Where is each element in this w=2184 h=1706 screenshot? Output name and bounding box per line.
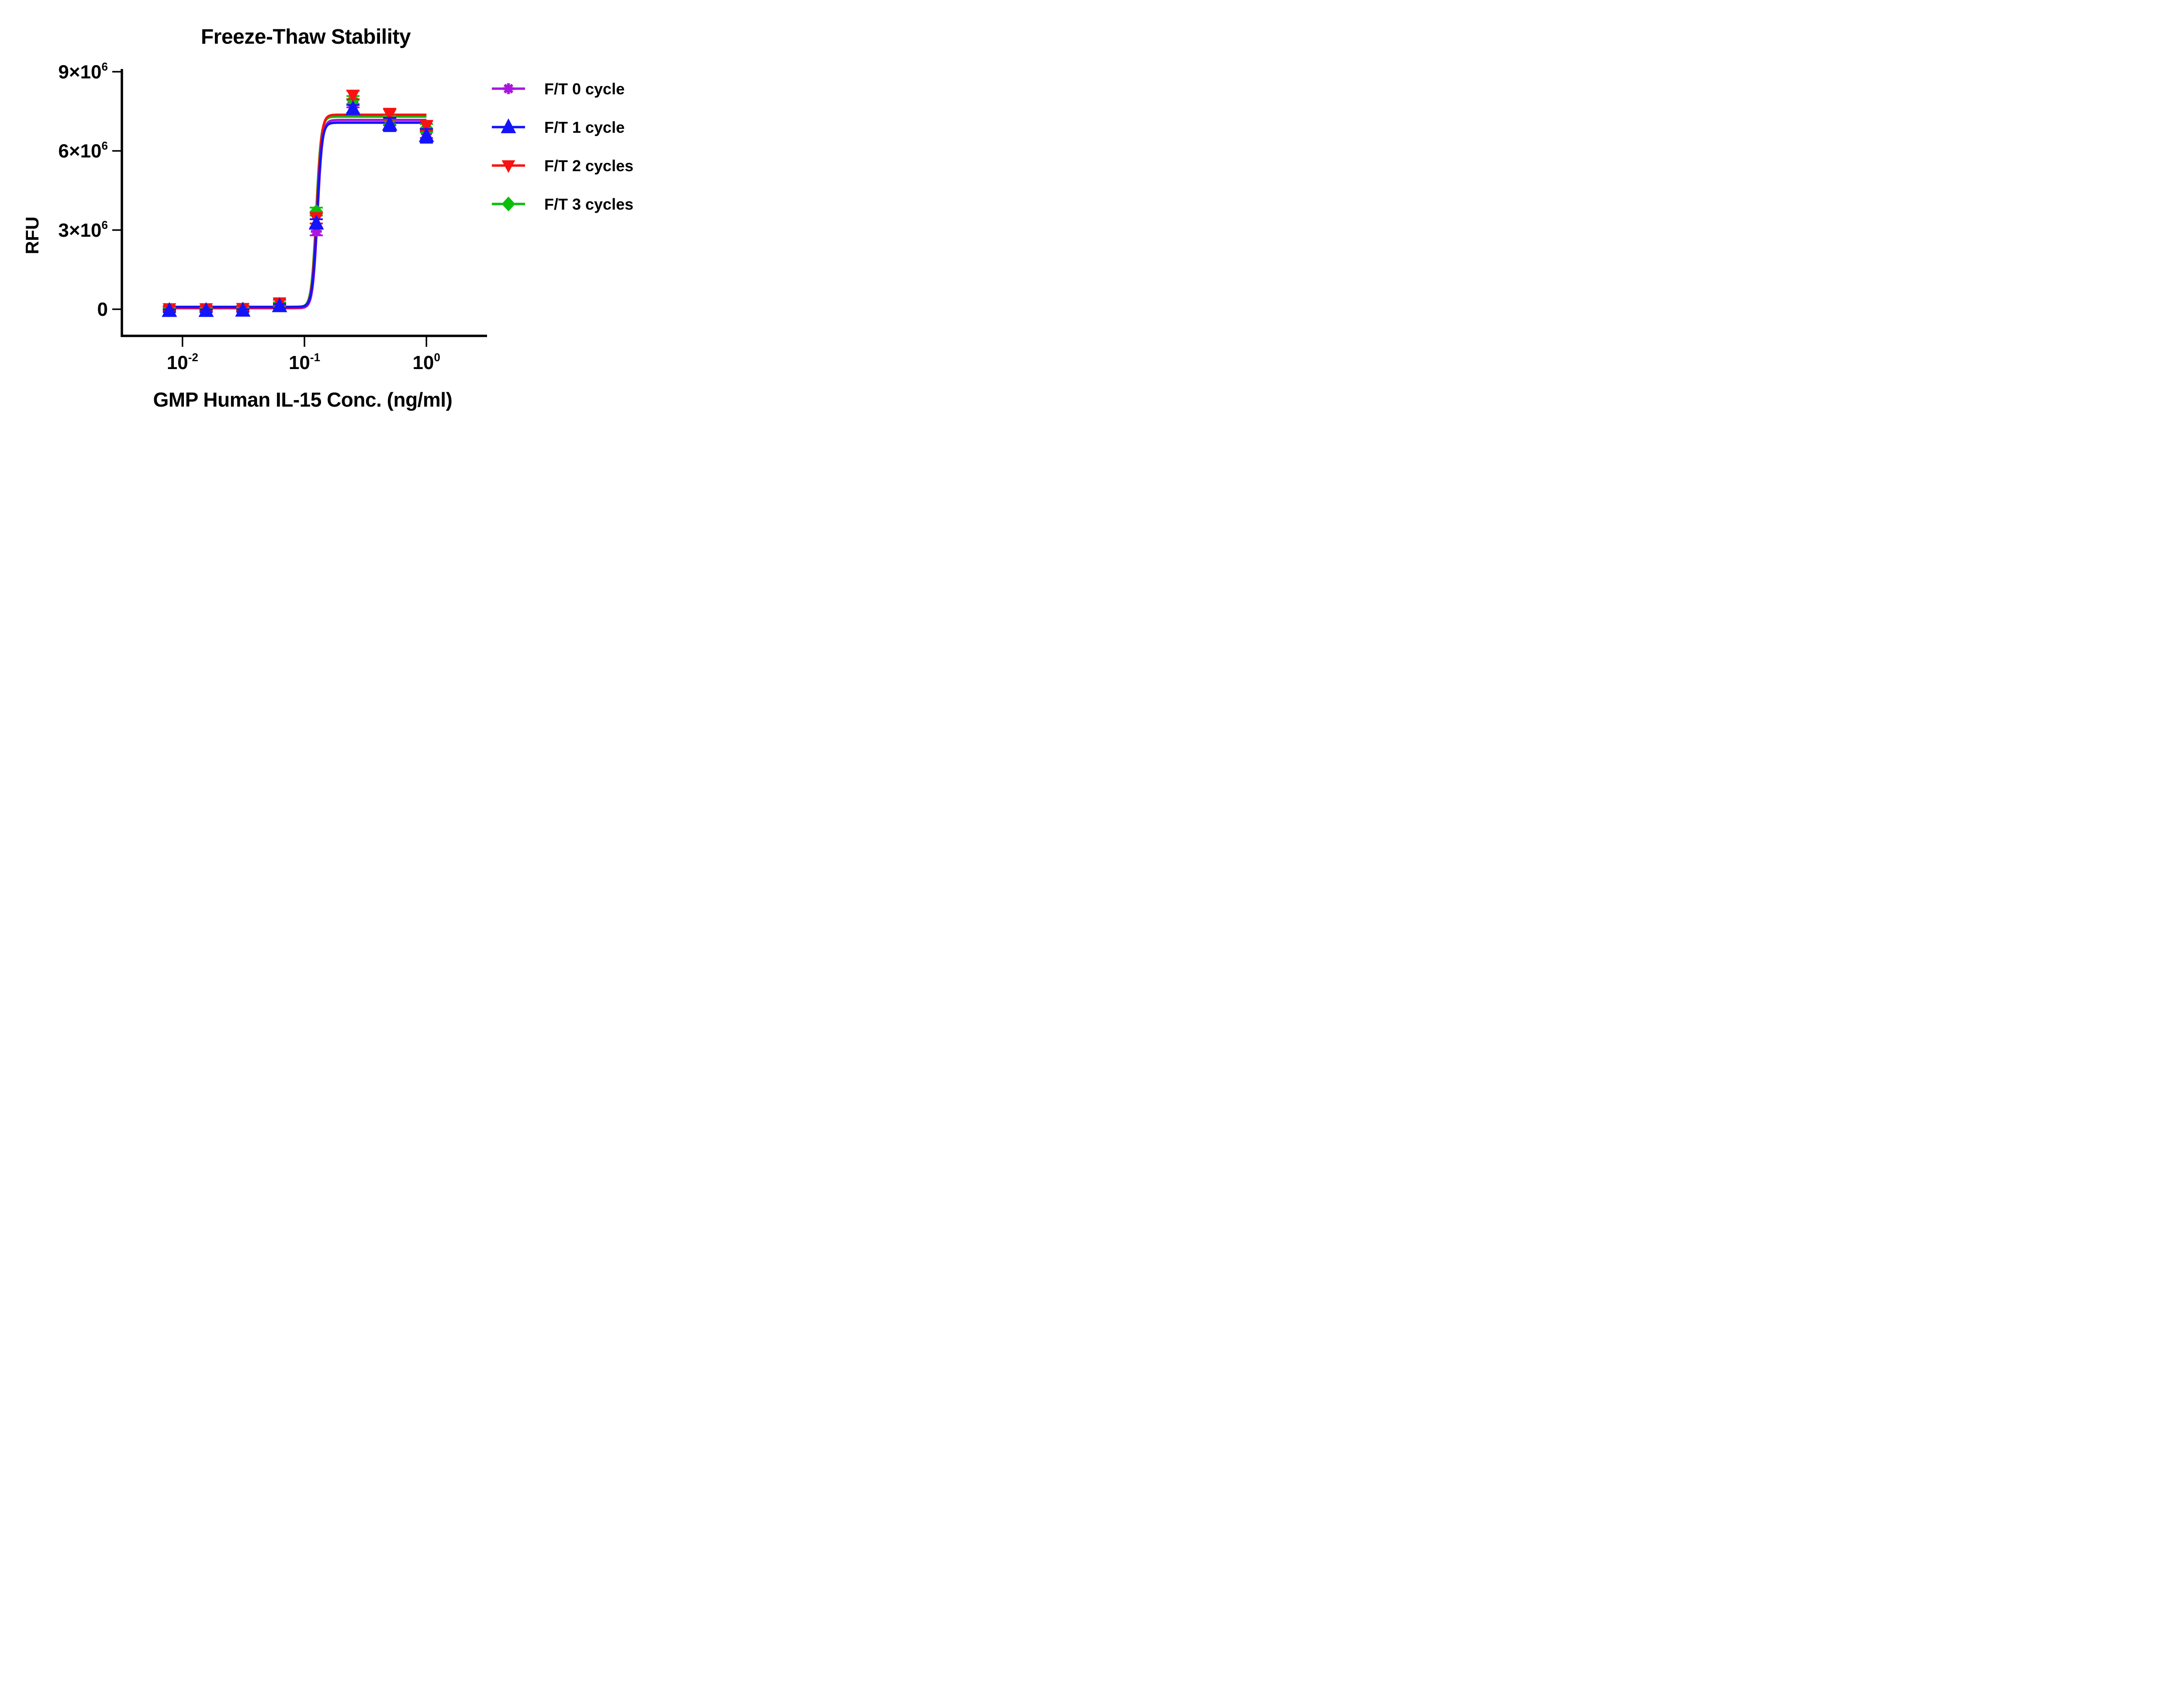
f-t-1-cycle-marker <box>345 100 361 115</box>
f-t-1-cycle-series <box>162 100 434 317</box>
x-tick-label-2: 100 <box>413 351 440 373</box>
legend-marker-triangle-down <box>501 160 515 173</box>
legend-item-f-t-1-cycle: F/T 1 cycle <box>492 118 625 136</box>
triangle-up-icon <box>345 100 361 115</box>
triangle-up-icon <box>308 214 324 230</box>
chart-canvas: 0 3×106 6×106 9×106 10-2 10-1 100 Freeze-Thaw S… <box>0 0 651 426</box>
legend-label: F/T 2 cycles <box>544 157 633 175</box>
triangle-up-icon <box>272 297 287 312</box>
x-tick-label-1: 10-1 <box>289 351 320 373</box>
f-t-1-cycle-marker <box>382 116 397 131</box>
triangle-down-icon <box>419 121 433 134</box>
triangle-up-icon <box>382 116 397 131</box>
triangle-down-icon <box>501 160 515 173</box>
f-t-2-cycles-marker <box>383 109 397 122</box>
legend-marker-diamond <box>501 197 515 211</box>
triangle-up-icon <box>501 118 516 133</box>
legend-item-f-t-3-cycles: F/T 3 cycles <box>492 195 633 213</box>
legend-item-f-t-0-cycle: F/T 0 cycle <box>492 80 625 98</box>
f-t-1-cycle-marker <box>272 297 287 312</box>
f-t-2-cycles-marker <box>419 121 433 134</box>
asterisk-icon <box>503 83 514 94</box>
x-axis-label: GMP Human IL-15 Conc. (ng/ml) <box>153 388 453 411</box>
f-t-1-cycle-marker <box>418 127 434 142</box>
freeze-thaw-stability-figure: 0 3×106 6×106 9×106 10-2 10-1 100 Freeze-Thaw S… <box>0 0 651 426</box>
legend-marker-triangle-up <box>501 118 516 133</box>
f-t-2-cycles-marker <box>346 90 360 103</box>
triangle-up-icon <box>418 127 434 142</box>
triangle-up-icon <box>198 302 214 317</box>
y-tick-label-3: 9×106 <box>58 60 108 83</box>
legend: F/T 0 cycle F/T 1 cycle F/T 2 cycles F/T 3 … <box>492 80 633 213</box>
triangle-up-icon <box>235 302 251 317</box>
chart-background <box>0 0 651 426</box>
f-t-1-cycle-marker <box>198 302 214 317</box>
legend-label: F/T 3 cycles <box>544 195 633 213</box>
y-axis-label: RFU <box>22 217 42 254</box>
axis-frame <box>121 69 487 337</box>
f-t-1-cycle-marker <box>235 302 251 317</box>
diamond-icon <box>501 197 515 211</box>
legend-label: F/T 1 cycle <box>544 118 625 136</box>
y-tick-label-2: 6×106 <box>58 139 108 162</box>
x-tick-label-0: 10-2 <box>167 351 198 373</box>
y-tick-label-0: 0 <box>97 299 108 320</box>
legend-item-f-t-2-cycles: F/T 2 cycles <box>492 157 633 175</box>
triangle-up-icon <box>162 302 177 317</box>
f-t-1-cycle-marker <box>162 302 177 317</box>
triangle-down-icon <box>346 90 360 103</box>
chart-title: Freeze-Thaw Stability <box>201 25 411 48</box>
legend-marker-asterisk <box>503 83 514 94</box>
y-tick-label-1: 3×106 <box>58 218 108 241</box>
f-t-1-cycle-marker <box>308 214 324 230</box>
legend-label: F/T 0 cycle <box>544 80 625 98</box>
triangle-down-icon <box>383 109 397 122</box>
